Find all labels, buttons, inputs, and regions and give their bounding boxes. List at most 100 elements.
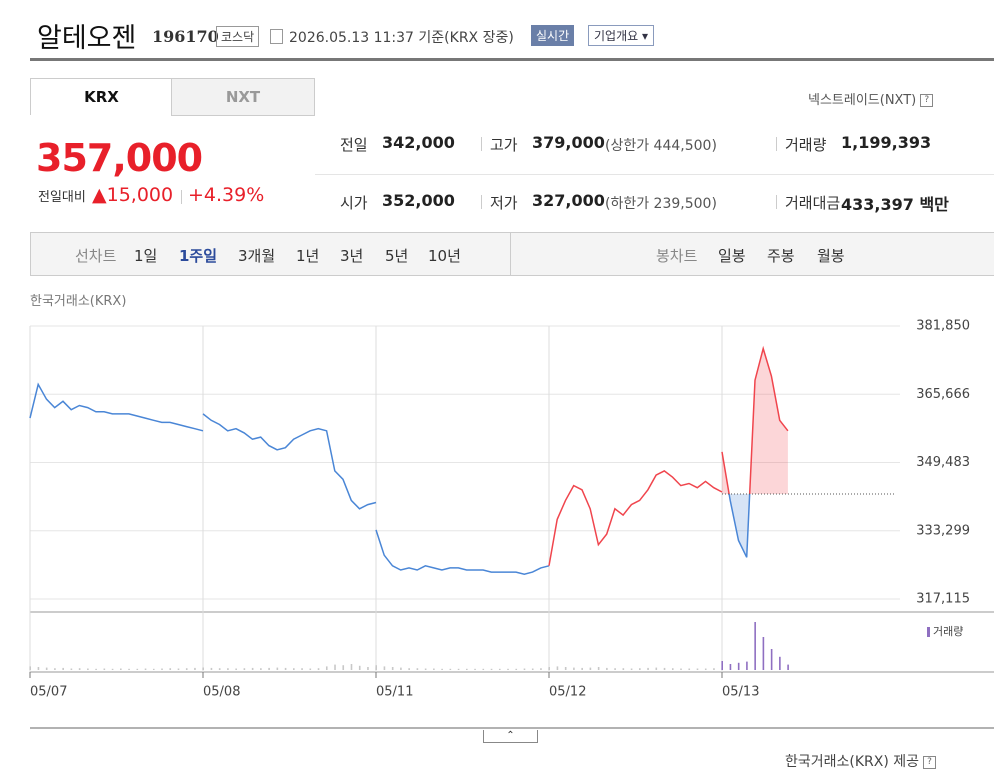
volume-bar — [144, 668, 147, 670]
row-rule — [315, 174, 994, 175]
volume-bar — [556, 666, 559, 670]
volume-bar — [383, 666, 386, 670]
stock-code: 196170 — [152, 27, 219, 46]
x-tick-label: 05/12 — [549, 685, 586, 700]
volume-bar — [128, 668, 130, 670]
change-rate: +4.39% — [188, 184, 265, 206]
separator — [481, 195, 482, 209]
volume-bar — [639, 668, 641, 670]
volume-bar — [589, 667, 592, 670]
line-chart-label: 선차트 — [75, 247, 117, 265]
period-option[interactable]: 10년 — [428, 247, 461, 265]
volume-bar — [597, 667, 600, 670]
candle-option[interactable]: 일봉 — [718, 247, 746, 265]
volume-bar — [548, 667, 550, 670]
volume-legend-swatch — [927, 627, 930, 637]
change-value: 15,000 — [106, 184, 174, 206]
price-line — [29, 382, 204, 432]
volume-bar — [737, 662, 740, 670]
volume-bar — [111, 668, 114, 670]
period-option[interactable]: 1주일 — [179, 247, 218, 265]
realtime-button[interactable]: 실시간 — [531, 25, 575, 46]
nxt-text: 넥스트레이드(NXT) — [808, 93, 917, 108]
overview-button[interactable]: 기업개요 ▾ — [588, 25, 655, 46]
volume-bar — [655, 667, 658, 670]
price-line-below — [728, 494, 751, 558]
area-above — [722, 348, 788, 495]
volume-bar — [400, 667, 402, 670]
candle-option[interactable]: 주봉 — [767, 247, 795, 265]
volume-bar — [614, 668, 616, 670]
volume-bar — [268, 667, 270, 670]
quote-label: 거래량 — [785, 136, 827, 154]
nxt-link[interactable]: 넥스트레이드(NXT)? — [808, 89, 934, 108]
volume-bar — [466, 668, 468, 670]
candle-chart-label: 봉차트 — [656, 247, 698, 265]
volume-bar — [498, 668, 501, 670]
x-tick-label: 05/08 — [203, 685, 240, 700]
volume-bar — [573, 667, 575, 670]
collapse-button[interactable]: ⌃ — [483, 730, 538, 743]
period-option[interactable]: 3개월 — [238, 247, 276, 265]
period-option[interactable]: 3년 — [340, 247, 364, 265]
volume-bar — [762, 637, 765, 670]
volume-bar — [218, 668, 221, 670]
volume-bar — [564, 667, 567, 670]
volume-bar — [746, 661, 748, 670]
candle-option[interactable]: 월봉 — [817, 247, 845, 265]
volume-bar — [276, 667, 279, 670]
period-option[interactable]: 1년 — [296, 247, 320, 265]
volume-bar — [729, 664, 732, 670]
volume-bar — [721, 661, 723, 670]
quote-value: 433,397 백만 — [841, 195, 949, 214]
volume-bar — [120, 668, 122, 670]
volume-bar — [202, 667, 204, 670]
quote-value: 327,000 — [532, 191, 605, 210]
volume-bar — [161, 668, 163, 670]
volume-bar — [29, 666, 31, 670]
period-option[interactable]: 5년 — [385, 247, 409, 265]
volume-bar — [70, 668, 73, 670]
volume-bar — [787, 664, 789, 670]
volume-bar — [581, 667, 583, 670]
quote-note: (상한가 444,500) — [605, 138, 717, 154]
volume-bar — [95, 668, 97, 670]
volume-bar — [293, 668, 295, 670]
help-icon: ? — [920, 94, 934, 107]
period-option[interactable]: 1일 — [134, 247, 158, 265]
quote-value: 1,199,393 — [841, 133, 932, 152]
y-tick-label: 365,666 — [916, 387, 970, 402]
volume-bar — [367, 667, 369, 670]
volume-bar — [507, 668, 509, 670]
volume-bar — [416, 668, 419, 670]
volume-bar — [325, 666, 328, 670]
help-icon: ? — [923, 755, 937, 769]
volume-bar — [474, 668, 476, 670]
tab-nxt[interactable]: NXT — [171, 78, 315, 116]
overview-text: 기업개요 — [594, 29, 639, 43]
stock-name: 알테오젠 — [37, 23, 137, 54]
volume-bar — [37, 667, 40, 670]
volume-bar — [779, 656, 781, 670]
volume-bar — [350, 664, 353, 670]
volume-bar — [449, 668, 452, 670]
volume-bar — [671, 668, 674, 670]
current-price: 357,000 — [36, 136, 203, 180]
separator — [481, 137, 482, 151]
calendar-icon — [270, 29, 283, 44]
volume-bar — [227, 668, 229, 670]
volume-bar — [152, 668, 155, 670]
volume-bar — [301, 668, 303, 670]
x-tick-label: 05/11 — [376, 685, 413, 700]
volume-bar — [490, 668, 493, 670]
price-line — [202, 413, 377, 510]
market-badge: 코스닥 — [216, 26, 260, 47]
volume-bar — [408, 668, 410, 670]
x-tick-label: 05/07 — [30, 685, 67, 700]
volume-bar — [177, 668, 180, 670]
volume-bar — [540, 668, 542, 670]
volume-bar — [523, 668, 526, 670]
area-below — [722, 494, 788, 558]
